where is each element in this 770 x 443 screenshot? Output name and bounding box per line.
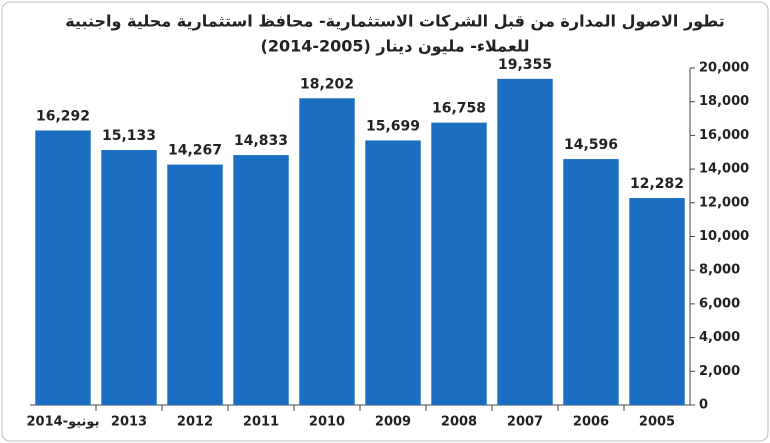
bar <box>299 98 355 406</box>
x-tick-label: 2009 <box>375 415 411 430</box>
value-label: 14,267 <box>168 143 222 159</box>
bar <box>233 155 289 405</box>
x-tick-label: يونيو-2014 <box>27 415 100 430</box>
value-label: 12,282 <box>630 176 684 192</box>
x-tick-label: 2010 <box>309 415 345 430</box>
x-tick-label: 2013 <box>111 415 147 430</box>
value-label: 15,133 <box>102 128 156 144</box>
bar <box>431 122 487 406</box>
x-tick-label: 2008 <box>441 415 477 430</box>
value-label: 14,833 <box>234 133 288 149</box>
x-tick-label: 2005 <box>639 415 675 430</box>
x-tick-label: 2006 <box>573 415 609 430</box>
bar <box>101 150 157 405</box>
chart-title: تطور الاصول المدارة من قبل الشركات الاست… <box>65 12 725 31</box>
y-tick-label: 10,000 <box>699 229 749 244</box>
value-label: 18,202 <box>300 76 354 92</box>
bar <box>629 198 685 405</box>
y-tick-label: 18,000 <box>699 94 749 109</box>
value-label: 19,355 <box>498 57 552 73</box>
value-label: 14,596 <box>564 137 618 153</box>
y-tick-label: 2,000 <box>699 364 740 379</box>
value-label: 16,758 <box>432 101 486 117</box>
y-tick-label: 0 <box>699 398 708 413</box>
bar <box>167 164 223 405</box>
bar <box>35 130 91 405</box>
y-tick-label: 8,000 <box>699 263 740 278</box>
chart-subtitle: للعملاء- مليون دينار (2005-2014) <box>261 37 530 56</box>
bar <box>497 78 553 405</box>
bar <box>563 159 619 405</box>
x-tick-label: 2012 <box>177 415 213 430</box>
y-tick-label: 4,000 <box>699 330 740 345</box>
y-tick-label: 6,000 <box>699 296 740 311</box>
value-label: 15,699 <box>366 118 420 134</box>
y-tick-label: 14,000 <box>699 162 749 177</box>
bar <box>365 140 421 405</box>
y-tick-label: 20,000 <box>699 61 749 76</box>
y-tick-label: 16,000 <box>699 128 749 143</box>
value-label: 16,292 <box>36 108 90 124</box>
y-tick-label: 12,000 <box>699 195 749 210</box>
x-tick-label: 2007 <box>507 415 543 430</box>
x-tick-label: 2011 <box>243 415 279 430</box>
